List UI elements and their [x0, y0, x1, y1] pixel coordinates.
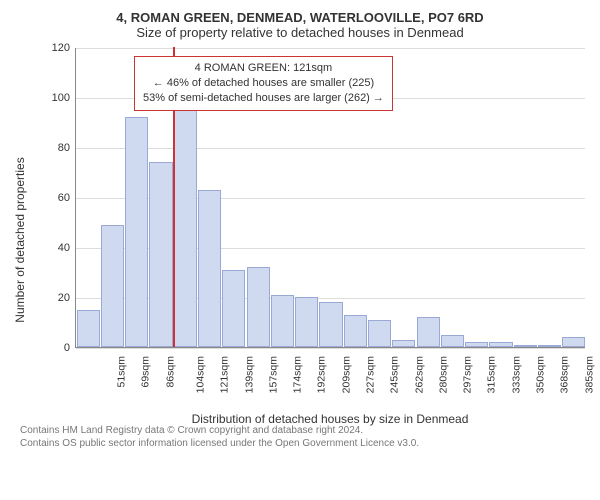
- histogram-bar: [77, 310, 100, 348]
- histogram-bar: [222, 270, 245, 348]
- histogram-bar: [368, 320, 391, 348]
- x-tick-label: 333sqm: [510, 356, 522, 393]
- histogram-bar: [125, 117, 148, 347]
- histogram-bar: [344, 315, 367, 348]
- x-tick-label: 86sqm: [164, 356, 176, 388]
- y-tick-label: 40: [40, 242, 70, 254]
- y-tick-label: 120: [40, 42, 70, 54]
- x-tick-label: 350sqm: [534, 356, 546, 393]
- histogram-bar: [247, 267, 270, 347]
- x-tick-label: 192sqm: [316, 356, 328, 393]
- annotation-line-2: ← 46% of detached houses are smaller (22…: [143, 76, 384, 91]
- x-tick-label: 297sqm: [462, 356, 474, 393]
- y-tick-label: 60: [40, 192, 70, 204]
- plot-area: 4 ROMAN GREEN: 121sqm ← 46% of detached …: [75, 48, 585, 348]
- footer-line-2: Contains OS public sector information li…: [20, 437, 580, 450]
- x-tick-label: 51sqm: [116, 356, 128, 388]
- chart-title-address: 4, ROMAN GREEN, DENMEAD, WATERLOOVILLE, …: [10, 10, 590, 25]
- histogram-bar: [441, 335, 464, 348]
- histogram-bar: [514, 345, 537, 347]
- histogram-bar: [417, 317, 440, 347]
- histogram-bar: [465, 342, 488, 347]
- x-tick-label: 121sqm: [219, 356, 231, 393]
- y-tick-label: 20: [40, 292, 70, 304]
- histogram-bar: [489, 342, 512, 347]
- x-tick-label: 69sqm: [140, 356, 152, 388]
- histogram-bar: [392, 340, 415, 348]
- x-tick-label: 157sqm: [267, 356, 279, 393]
- histogram-bar: [562, 337, 585, 347]
- x-tick-label: 385sqm: [583, 356, 595, 393]
- x-tick-label: 104sqm: [194, 356, 206, 393]
- x-ticks: 51sqm 69sqm 86sqm 104sqm 121sqm 139sqm 157sqm 1…: [75, 350, 585, 410]
- x-tick-label: 227sqm: [364, 356, 376, 393]
- x-axis-label: Distribution of detached houses by size …: [75, 412, 585, 426]
- annotation-box: 4 ROMAN GREEN: 121sqm ← 46% of detached …: [134, 56, 393, 111]
- y-tick-label: 100: [40, 92, 70, 104]
- x-tick-label: 139sqm: [243, 356, 255, 393]
- histogram-bar: [295, 297, 318, 347]
- x-tick-label: 262sqm: [413, 356, 425, 393]
- x-tick-label: 245sqm: [389, 356, 401, 393]
- histogram-bar: [538, 345, 561, 347]
- histogram-bar: [101, 225, 124, 348]
- histogram-bar: [271, 295, 294, 348]
- annotation-line-1: 4 ROMAN GREEN: 121sqm: [143, 61, 384, 76]
- y-axis-label: Number of detached properties: [13, 157, 27, 322]
- gridline: [76, 348, 585, 349]
- histogram-bar: [174, 100, 197, 348]
- x-tick-label: 280sqm: [437, 356, 449, 393]
- chart-area: Number of detached properties 0204060801…: [40, 48, 600, 418]
- histogram-bar: [319, 302, 342, 347]
- chart-container: 4, ROMAN GREEN, DENMEAD, WATERLOOVILLE, …: [0, 0, 600, 500]
- x-tick-label: 174sqm: [292, 356, 304, 393]
- y-tick-label: 80: [40, 142, 70, 154]
- annotation-line-3: 53% of semi-detached houses are larger (…: [143, 91, 384, 106]
- y-tick-label: 0: [40, 342, 70, 354]
- histogram-bar: [198, 190, 221, 348]
- x-tick-label: 315sqm: [486, 356, 498, 393]
- chart-subtitle: Size of property relative to detached ho…: [10, 25, 590, 40]
- x-tick-label: 368sqm: [559, 356, 571, 393]
- x-tick-label: 209sqm: [340, 356, 352, 393]
- histogram-bar: [149, 162, 172, 347]
